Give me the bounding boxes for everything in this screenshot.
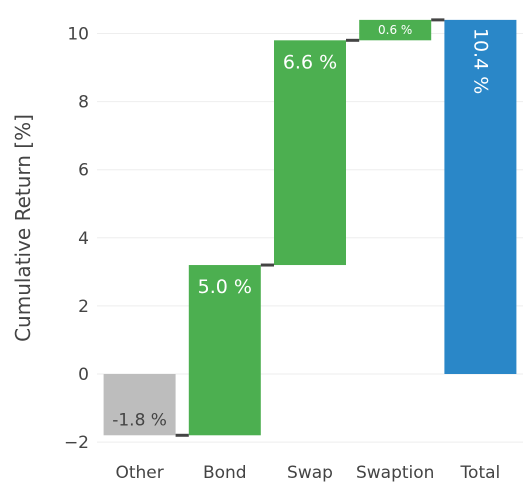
y-tick-label: −2 (64, 433, 89, 453)
y-tick-label: 2 (78, 297, 89, 317)
data-label: 10.4 % (469, 28, 491, 94)
x-tick-label: Bond (203, 463, 247, 483)
bar-total (444, 19, 517, 374)
y-tick-label: 4 (78, 229, 89, 249)
bar-other (103, 374, 176, 436)
data-label: 0.6 % (378, 23, 412, 37)
x-tick-label: Total (460, 463, 501, 483)
connectors (175, 18, 445, 437)
bars (103, 19, 517, 436)
y-tick-label: 8 (78, 93, 89, 113)
y-tick-label: 0 (78, 365, 89, 385)
y-axis-label: Cumulative Return [%] (11, 114, 35, 342)
bar-bond (188, 265, 261, 436)
y-tick-label: 10 (67, 25, 89, 45)
data-label: 5.0 % (198, 276, 252, 298)
x-tick-label: Swap (287, 463, 333, 483)
data-label: -1.8 % (112, 410, 167, 430)
x-tick-label: Swaption (356, 463, 434, 483)
data-labels: -1.8 % 5.0 % 6.6 % 0.6 % 10.4 % (112, 23, 491, 430)
data-label: 6.6 % (283, 51, 337, 73)
y-tick-label: 6 (78, 161, 89, 181)
x-axis-ticks: Other Bond Swap Swaption Total (115, 463, 500, 483)
y-axis-ticks: −2 0 2 4 6 8 10 (64, 25, 89, 454)
x-tick-label: Other (115, 463, 163, 483)
bar-swaption (359, 19, 432, 41)
bar-swap (274, 40, 346, 266)
